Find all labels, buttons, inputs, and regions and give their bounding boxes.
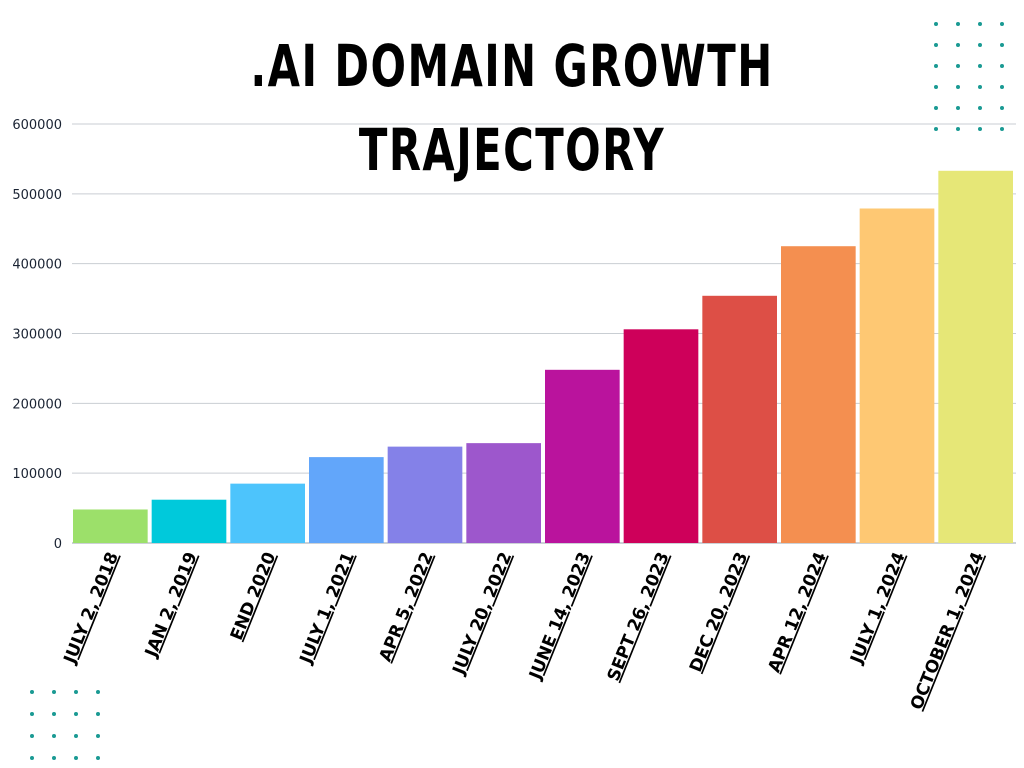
bar <box>702 295 777 543</box>
decorative-dot <box>934 106 938 110</box>
decorative-dot <box>956 127 960 131</box>
x-tick-label: APR 12, 2024 <box>764 549 831 675</box>
decorative-dot <box>956 106 960 110</box>
decorative-dot <box>74 712 78 716</box>
bar <box>151 499 227 543</box>
x-tick-label: JUNE 14, 2023 <box>525 549 595 683</box>
x-tick-label: JULY 20, 2022 <box>449 549 517 678</box>
decorative-dot <box>956 43 960 47</box>
decorative-dot <box>30 712 34 716</box>
decorative-dot <box>52 690 56 694</box>
x-tick-label: JULY 1, 2024 <box>846 549 909 667</box>
bar <box>859 208 935 543</box>
bar <box>230 483 305 543</box>
x-tick-label: JULY 1, 2021 <box>296 549 359 667</box>
x-tick-label: APR 5, 2022 <box>376 549 438 664</box>
decorative-dot <box>1000 127 1004 131</box>
x-axis-tick-labels: JULY 2, 2018 JAN 2, 2019 END 2020 JULY 1, 2… <box>60 549 989 712</box>
decorative-dot <box>1000 106 1004 110</box>
decorative-dot <box>934 127 938 131</box>
decorative-dot <box>1000 22 1004 26</box>
decorative-dot <box>978 64 982 68</box>
decorative-dot <box>74 756 78 760</box>
grid-lines <box>72 123 1016 544</box>
decorative-dot <box>956 64 960 68</box>
decorative-dot <box>74 690 78 694</box>
x-tick-label: JULY 2, 2018 <box>60 549 123 667</box>
decorative-dot <box>934 85 938 89</box>
decorative-dot <box>52 734 56 738</box>
bar <box>466 443 541 543</box>
bar <box>73 509 148 543</box>
decorative-dot-grid-top-right <box>934 22 1004 131</box>
decorative-dot <box>978 127 982 131</box>
decorative-dot <box>978 43 982 47</box>
bar <box>309 457 384 543</box>
decorative-dot <box>1000 43 1004 47</box>
decorative-dot <box>96 756 100 760</box>
x-tick-label: OCTOBER 1, 2024 <box>907 549 989 712</box>
x-tick-label: SEPT 26, 2023 <box>604 549 674 684</box>
bar <box>545 369 620 543</box>
bar <box>781 246 856 544</box>
decorative-dot <box>96 734 100 738</box>
decorative-dot <box>96 690 100 694</box>
bar <box>623 329 699 543</box>
y-tick-label: 500000 <box>12 188 62 203</box>
decorative-dot <box>30 690 34 694</box>
decorative-dot <box>30 734 34 738</box>
decorative-dot <box>30 756 34 760</box>
decorative-dot <box>978 22 982 26</box>
x-tick-label: DEC 20, 2023 <box>686 549 752 675</box>
decorative-dot <box>52 712 56 716</box>
decorative-dot <box>934 64 938 68</box>
y-tick-label: 300000 <box>12 328 62 343</box>
y-tick-label: 400000 <box>12 258 62 273</box>
decorative-dot <box>956 22 960 26</box>
decorative-dot <box>52 756 56 760</box>
decorative-dot <box>1000 85 1004 89</box>
y-axis-tick-labels: 0 100000 200000 300000 400000 500000 600000 <box>12 118 62 552</box>
x-tick-label: JAN 2, 2019 <box>141 549 202 660</box>
bar <box>387 446 463 543</box>
x-tick-label: END 2020 <box>227 549 281 643</box>
decorative-dot-grid-bottom-left <box>30 690 100 760</box>
decorative-dot <box>1000 64 1004 68</box>
y-tick-label: 600000 <box>12 118 62 133</box>
decorative-dot <box>956 85 960 89</box>
decorative-dot <box>934 22 938 26</box>
decorative-dot <box>978 85 982 89</box>
y-tick-label: 100000 <box>12 467 62 482</box>
decorative-dot <box>96 712 100 716</box>
bars <box>73 170 1013 544</box>
decorative-dot <box>978 106 982 110</box>
decorative-dot <box>74 734 78 738</box>
decorative-dot <box>934 43 938 47</box>
y-tick-label: 200000 <box>12 397 62 412</box>
chart-title: .AI DOMAIN GROWTH TRAJECTORY <box>250 32 774 184</box>
bar <box>938 170 1013 543</box>
y-tick-label: 0 <box>54 537 62 552</box>
